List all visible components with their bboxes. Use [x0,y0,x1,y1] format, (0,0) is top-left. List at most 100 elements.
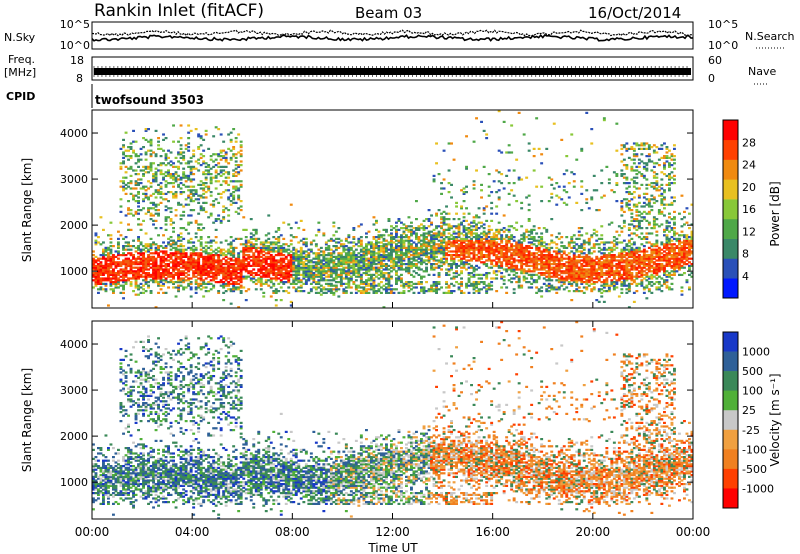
heatmap-cell [134,266,138,269]
heatmap-cell [237,282,241,285]
heatmap-cell [229,252,233,255]
heatmap-cell [482,255,486,258]
heatmap-cell [199,272,203,275]
heatmap-cell [174,194,178,197]
heatmap-cell [199,205,203,208]
heatmap-cell [577,234,581,237]
heatmap-cell [492,245,496,248]
heatmap-cell [480,261,483,264]
heatmap-cell [575,158,579,161]
heatmap-cell [92,259,95,262]
heatmap-cell [535,273,539,276]
heatmap-cell [277,277,281,280]
heatmap-cell [154,191,158,194]
heatmap-cell [112,273,115,276]
heatmap-cell [249,248,253,251]
heatmap-cell [287,291,291,294]
heatmap-cell [199,183,203,186]
heatmap-cell [294,279,298,282]
heatmap-cell [154,178,158,181]
heatmap-cell [282,268,286,271]
heatmap-cell [242,286,246,289]
heatmap-cell [500,254,504,257]
heatmap-cell [367,270,371,273]
heatmap-cell [485,137,489,140]
heatmap-cell [552,286,556,289]
heatmap-cell [157,266,160,269]
heatmap-cell [214,180,218,183]
heatmap-cell [380,255,383,258]
heatmap-cell [475,237,478,240]
heatmap-cell [179,227,183,230]
heatmap-cell [134,261,138,264]
heatmap-cell [450,268,453,271]
heatmap-cell [199,273,203,276]
heatmap-cell [527,252,531,255]
heatmap-cell [354,275,358,278]
heatmap-cell [284,257,288,260]
heatmap-cell [149,259,153,262]
heatmap-cell [107,270,110,273]
heatmap-cell [359,277,363,280]
heatmap-cell [209,282,213,285]
heatmap-cell [430,245,433,248]
heatmap-cell [292,266,296,269]
heatmap-cell [332,234,336,237]
heatmap-cell [207,252,211,255]
heatmap-cell [189,286,193,289]
heatmap-cell [227,219,231,222]
heatmap-cell [422,261,426,264]
heatmap-cell [462,291,466,294]
heatmap-cell [124,281,128,284]
heatmap-cell [219,266,223,269]
heatmap-cell [365,248,368,251]
heatmap-cell [182,167,186,170]
heatmap-cell [112,255,115,258]
heatmap-cell [387,218,391,221]
heatmap-cell [400,248,403,251]
heatmap-cell [487,194,491,197]
heatmap-cell [447,243,451,246]
heatmap-cell [297,270,301,273]
heatmap-cell [217,254,221,257]
heatmap-cell [407,252,411,255]
heatmap-cell [209,264,213,267]
heatmap-cell [289,264,293,267]
heatmap-cell [172,275,175,278]
heatmap-cell [262,275,266,278]
heatmap-cell [510,255,514,258]
heatmap-cell [540,263,544,266]
heatmap-cell [264,257,268,260]
heatmap-cell [370,245,373,248]
heatmap-cell [527,254,531,257]
heatmap-cell [177,201,180,204]
heatmap-cell [375,239,378,242]
heatmap-cell [352,257,356,260]
heatmap-cell [207,216,211,219]
heatmap-cell [465,219,468,222]
heatmap-cell [172,124,175,127]
heatmap-cell [490,263,494,266]
heatmap-cell [179,156,183,159]
heatmap-cell [109,250,113,253]
heatmap-cell [532,147,536,150]
heatmap-cell [572,273,576,276]
heatmap-cell [209,214,213,217]
heatmap-cell [567,182,571,185]
heatmap-cell [535,246,539,249]
heatmap-cell [107,275,110,278]
heatmap-cell [480,120,483,123]
heatmap-cell [189,178,193,181]
heatmap-cell [520,264,524,267]
heatmap-cell [532,243,536,246]
heatmap-cell [229,203,233,206]
heatmap-cell [307,248,311,251]
heatmap-cell [457,282,461,285]
heatmap-cell [124,214,128,217]
heatmap-cell [442,228,446,231]
heatmap-cell [397,218,401,221]
heatmap-cell [467,277,471,280]
heatmap-cell [420,243,423,246]
heatmap-cell [492,237,496,240]
heatmap-cell [94,241,98,244]
